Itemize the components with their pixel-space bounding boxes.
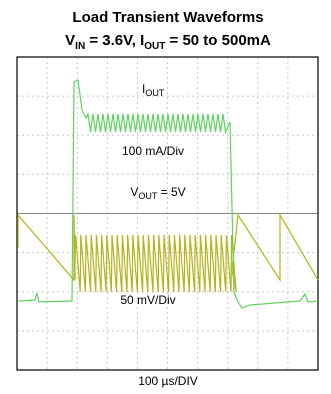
label-subscript: OUT bbox=[145, 88, 165, 98]
voltage-label: VOUT = 5V bbox=[130, 185, 185, 201]
title-subscript: IN bbox=[75, 41, 85, 52]
voltage-scale: 50 mV/Div bbox=[120, 293, 175, 307]
scope-grid bbox=[17, 57, 318, 370]
title-part: V bbox=[65, 32, 75, 49]
label-part: = 5V bbox=[157, 185, 185, 199]
current-label: IOUT bbox=[142, 82, 165, 98]
title-line1: Load Transient Waveforms bbox=[72, 9, 263, 26]
title-part: = 50 to 500mA bbox=[165, 32, 271, 49]
scope-figure: Load Transient Waveforms VIN = 3.6V, IOU… bbox=[0, 0, 331, 394]
current-scale: 100 mA/Div bbox=[122, 144, 184, 158]
time-scale: 100 µs/DIV bbox=[138, 374, 198, 388]
label-part: V bbox=[130, 185, 138, 199]
label-subscript: OUT bbox=[138, 191, 158, 201]
title-line2: VIN = 3.6V, IOUT = 50 to 500mA bbox=[65, 32, 271, 52]
title-part: = 3.6V, I bbox=[85, 32, 144, 49]
title-subscript: OUT bbox=[144, 41, 165, 52]
